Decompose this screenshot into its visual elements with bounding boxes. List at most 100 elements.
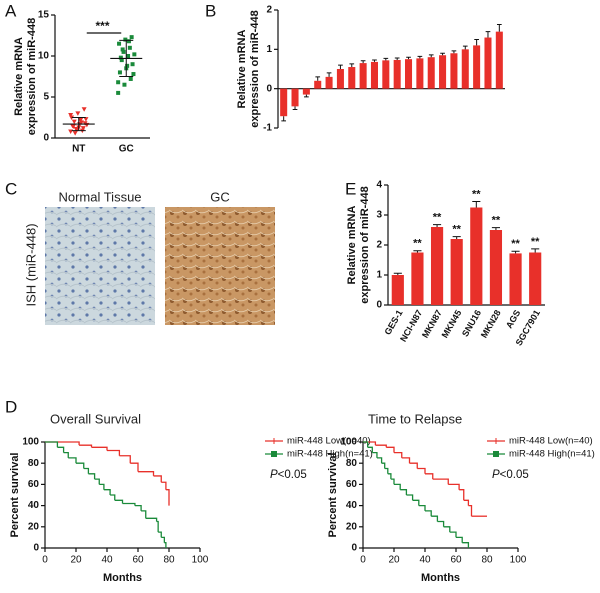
point bbox=[73, 126, 79, 132]
survival-step bbox=[372, 451, 378, 458]
x-tick-label: GC bbox=[119, 144, 134, 155]
y-tick-label: 40 bbox=[346, 500, 358, 511]
y-tick-label: 5 bbox=[43, 92, 49, 103]
y-axis-label: expression of miR-448 bbox=[249, 10, 261, 127]
side-label: ISH (miR-448) bbox=[23, 223, 38, 306]
error-bar bbox=[383, 57, 389, 61]
survival-step bbox=[94, 478, 100, 485]
survival-step bbox=[76, 462, 85, 469]
bar bbox=[439, 55, 447, 89]
point bbox=[78, 120, 84, 125]
survival-step bbox=[418, 504, 426, 511]
error-bar bbox=[428, 54, 434, 58]
point bbox=[132, 52, 137, 57]
error-bar bbox=[372, 59, 377, 62]
error-bar bbox=[452, 236, 461, 239]
bar bbox=[382, 60, 390, 89]
x-tick-label: 60 bbox=[450, 555, 462, 566]
x-tick-label: 0 bbox=[42, 555, 48, 566]
y-tick-label: 2 bbox=[266, 5, 272, 16]
survival-step bbox=[463, 499, 470, 506]
error-bar bbox=[451, 50, 457, 54]
survival-step bbox=[468, 504, 473, 517]
error-bar bbox=[511, 250, 520, 254]
error-bar bbox=[315, 76, 321, 81]
y-tick-label: -1 bbox=[263, 123, 272, 134]
survival-step bbox=[406, 494, 414, 501]
survival-step bbox=[409, 462, 418, 469]
y-tick-label: 40 bbox=[28, 500, 40, 511]
point bbox=[123, 37, 128, 42]
survival-step bbox=[156, 520, 159, 533]
survival-step bbox=[45, 441, 59, 448]
x-tick-label: 40 bbox=[101, 555, 113, 566]
error-bar bbox=[292, 106, 298, 111]
bar bbox=[314, 80, 322, 89]
error-bar bbox=[349, 63, 355, 68]
y-tick-label: 100 bbox=[22, 437, 39, 448]
error-bar bbox=[281, 116, 287, 122]
bar bbox=[461, 49, 469, 89]
significance: ** bbox=[511, 238, 520, 250]
survival-step bbox=[449, 531, 457, 538]
point bbox=[68, 113, 74, 118]
survival-step bbox=[417, 467, 426, 474]
y-tick-label: 10 bbox=[38, 51, 50, 62]
legend-marker bbox=[493, 451, 499, 457]
bar bbox=[484, 37, 492, 89]
significance: ** bbox=[472, 188, 481, 200]
survival-step bbox=[153, 475, 162, 483]
survival-step bbox=[119, 455, 131, 464]
survival-step bbox=[432, 478, 449, 485]
image-title: Normal Tissue bbox=[58, 189, 141, 204]
point bbox=[117, 41, 122, 46]
bar bbox=[430, 227, 444, 305]
survival-step bbox=[367, 446, 373, 453]
error-bar bbox=[472, 201, 481, 208]
point bbox=[119, 58, 124, 63]
y-tick-label: 0 bbox=[43, 133, 49, 144]
bar bbox=[470, 207, 483, 305]
p-value: P<0.05 bbox=[492, 469, 529, 481]
survival-step bbox=[141, 510, 147, 519]
legend-label: miR-448 High(n=41) bbox=[509, 449, 595, 460]
survival-step bbox=[456, 536, 463, 543]
bar bbox=[405, 59, 413, 89]
survival-step bbox=[114, 499, 124, 504]
bar bbox=[489, 230, 503, 305]
p-text: <0.05 bbox=[500, 469, 529, 481]
y-tick-label: 80 bbox=[28, 458, 40, 469]
x-tick-label: 40 bbox=[419, 555, 431, 566]
y-tick-label: 100 bbox=[340, 437, 357, 448]
survival-step bbox=[158, 531, 162, 538]
survival-step bbox=[130, 462, 139, 472]
bar bbox=[391, 275, 404, 305]
y-tick-label: 3 bbox=[376, 210, 382, 221]
error-bar bbox=[406, 56, 411, 60]
chart-title: Time to Relapse bbox=[368, 411, 462, 426]
survival-step bbox=[448, 483, 460, 490]
point bbox=[117, 70, 122, 75]
survival-step bbox=[381, 462, 386, 469]
point bbox=[122, 82, 127, 87]
legend-label: miR-448 Low(n=40) bbox=[287, 436, 371, 447]
significance: ** bbox=[413, 238, 422, 250]
x-tick-label: 20 bbox=[388, 555, 400, 566]
panel-letter: E bbox=[345, 179, 356, 198]
error-bar bbox=[393, 272, 402, 275]
error-bar bbox=[413, 250, 422, 253]
survival-step bbox=[138, 471, 155, 476]
bar bbox=[359, 63, 367, 89]
bar bbox=[370, 61, 378, 89]
legend-marker bbox=[271, 451, 277, 457]
error-bar bbox=[496, 24, 502, 32]
panel-letter: B bbox=[205, 1, 216, 20]
survival-step bbox=[63, 451, 69, 458]
p-symbol: P bbox=[270, 469, 278, 481]
bar bbox=[473, 45, 481, 89]
significance: ** bbox=[433, 212, 442, 224]
point bbox=[72, 131, 78, 136]
survival-step bbox=[462, 542, 470, 548]
y-tick-label: 15 bbox=[38, 10, 50, 21]
